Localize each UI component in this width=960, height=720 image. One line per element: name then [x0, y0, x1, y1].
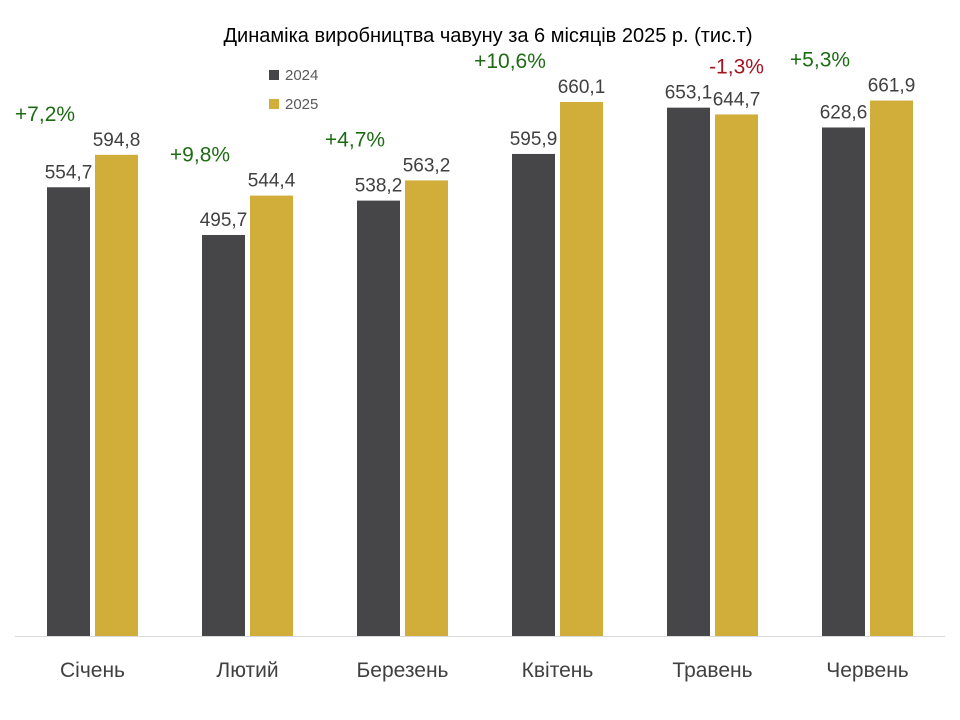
- bar-2025-5: [715, 114, 758, 636]
- value-label-2024-3: 538,2: [355, 176, 403, 197]
- value-label-2025-4: 660,1: [558, 77, 606, 98]
- bar-2024-1: [47, 187, 90, 636]
- value-label-2024-1: 554,7: [45, 162, 93, 183]
- legend-swatch-2025: [269, 99, 279, 109]
- category-label-3: Березень: [357, 659, 449, 682]
- bar-2025-4: [560, 102, 603, 636]
- bar-2025-1: [95, 154, 138, 637]
- change-label-3: +4,7%: [325, 128, 385, 151]
- value-label-2025-6: 661,9: [868, 76, 916, 97]
- bar-2024-5: [667, 107, 710, 636]
- category-label-6: Червень: [826, 659, 909, 682]
- value-label-2024-4: 595,9: [510, 129, 558, 150]
- change-label-5: -1,3%: [709, 56, 764, 79]
- value-label-2025-2: 544,4: [248, 171, 296, 192]
- category-label-1: Січень: [60, 659, 125, 682]
- bar-2024-2: [202, 234, 245, 637]
- bar-2024-6: [822, 127, 865, 636]
- category-label-4: Квітень: [522, 659, 594, 682]
- change-label-6: +5,3%: [790, 49, 850, 72]
- bar-2024-3: [357, 200, 400, 637]
- chart-legend: 2024 2025: [269, 67, 318, 113]
- bars-group: [47, 100, 913, 637]
- change-label-2: +9,8%: [170, 144, 230, 167]
- bar-2025-3: [405, 180, 448, 636]
- category-labels: Січень Лютий Березень Квітень Травень Червень: [60, 659, 909, 682]
- value-label-2024-2: 495,7: [200, 210, 248, 231]
- category-label-2: Лютий: [216, 659, 278, 682]
- change-label-1: +7,2%: [15, 103, 75, 126]
- value-label-2025-1: 594,8: [93, 130, 141, 151]
- value-label-2024-5: 653,1: [665, 83, 713, 104]
- chart-title: Динаміка виробництва чавуну за 6 місяців…: [224, 25, 753, 47]
- legend-label-2024: 2024: [285, 67, 318, 84]
- bar-2025-2: [250, 195, 293, 636]
- category-label-5: Травень: [672, 659, 752, 682]
- bar-2024-4: [512, 153, 555, 636]
- change-label-4: +10,6%: [474, 50, 546, 73]
- bar-2025-6: [870, 100, 913, 637]
- value-label-2025-3: 563,2: [403, 155, 451, 176]
- value-label-2024-6: 628,6: [820, 102, 868, 123]
- value-label-2025-5: 644,7: [713, 89, 761, 110]
- legend-label-2025: 2025: [285, 96, 318, 113]
- legend-swatch-2024: [269, 70, 279, 80]
